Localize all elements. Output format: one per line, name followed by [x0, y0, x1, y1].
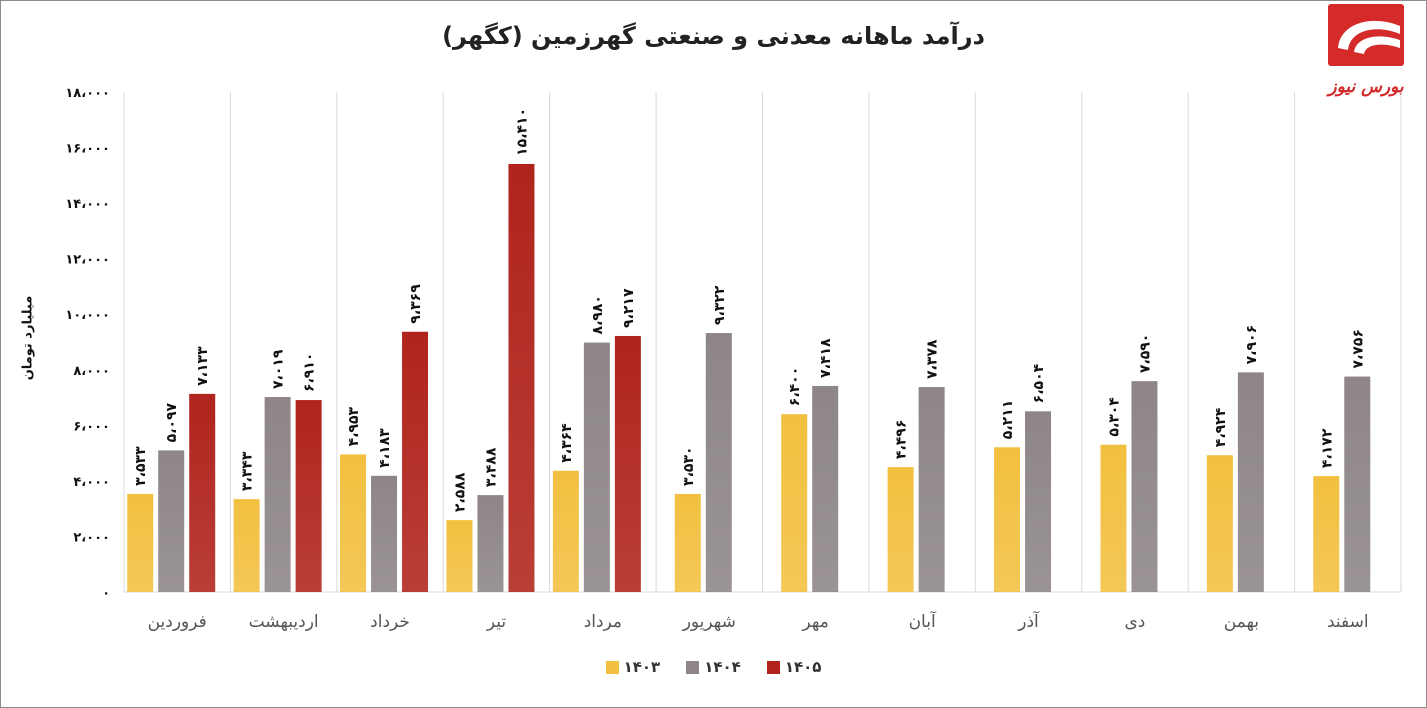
data-label: ۴،۹۲۴: [1213, 407, 1229, 447]
y-tick-label: ۴،۰۰۰: [73, 475, 110, 490]
y-tick-label: ۱۸،۰۰۰: [65, 86, 110, 101]
bar: [887, 467, 914, 592]
data-label: ۳،۳۴۳: [240, 451, 256, 491]
bar: [1237, 372, 1264, 592]
bar: [705, 333, 732, 592]
bar: [812, 385, 839, 592]
y-tick-label: ۰: [102, 586, 110, 601]
data-label: ۹،۲۱۷: [621, 288, 637, 328]
data-label: ۸،۹۸۰: [590, 295, 606, 335]
bar: [1131, 381, 1158, 592]
y-tick-label: ۱۶،۰۰۰: [65, 142, 110, 157]
data-label: ۹،۳۲۲: [712, 285, 728, 325]
legend-item: ۱۴۰۳: [605, 658, 661, 676]
data-label: ۷،۳۷۸: [925, 339, 941, 379]
x-tick-label: اسفند: [1327, 612, 1369, 632]
data-label: ۷،۰۱۹: [271, 349, 287, 389]
data-label: ۵،۲۱۱: [1000, 400, 1016, 440]
x-tick-label: آبان: [909, 610, 937, 632]
data-label: ۷،۷۵۶: [1350, 329, 1366, 369]
y-tick-label: ۱۰،۰۰۰: [65, 308, 110, 323]
data-label: ۴،۱۷۲: [1319, 428, 1335, 468]
data-label: ۵،۳۰۴: [1106, 397, 1122, 437]
bar: [1313, 476, 1340, 592]
data-label: ۷،۹۰۶: [1244, 325, 1260, 365]
logo-text: بورس نیوز: [1325, 77, 1404, 97]
bar: [508, 163, 535, 592]
bourse-news-logo: بورس نیوز: [1325, 4, 1404, 97]
data-label: ۱۵،۴۱۰: [514, 108, 530, 156]
data-label: ۶،۹۱۰: [302, 353, 318, 393]
chart-title: درآمد ماهانه معدنی و صنعتی گهرزمین (کگهر…: [442, 22, 985, 50]
logo-swoosh: [1338, 20, 1400, 50]
bar: [781, 414, 808, 592]
bar: [1025, 411, 1052, 592]
y-tick-label: ۱۲،۰۰۰: [65, 253, 110, 268]
data-label: ۴،۴۹۶: [894, 420, 910, 460]
legend-swatch: [766, 660, 780, 674]
x-tick-label: اردیبهشت: [249, 612, 319, 632]
data-label: ۴،۹۵۳: [346, 406, 362, 446]
bar: [189, 393, 216, 592]
data-label: ۵،۰۹۷: [164, 402, 180, 442]
data-label: ۹،۳۶۹: [408, 284, 424, 324]
data-label: ۳،۴۸۸: [483, 447, 499, 487]
bar: [127, 493, 154, 592]
legend-item: ۱۴۰۴: [686, 658, 741, 676]
legend-swatch: [686, 660, 700, 674]
x-tick-label: بهمن: [1224, 612, 1259, 632]
legend-item: ۱۴۰۵: [766, 658, 822, 676]
bar: [446, 520, 473, 592]
bar: [1344, 376, 1371, 592]
y-tick-label: ۶،۰۰۰: [73, 419, 110, 434]
legend: ۱۴۰۳ ۱۴۰۴ ۱۴۰۵: [0, 658, 1427, 676]
logo-swoosh-inner: [1354, 36, 1400, 54]
x-tick-label: فروردین: [148, 612, 207, 632]
y-tick-label: ۱۴،۰۰۰: [65, 197, 110, 212]
x-tick-label: تیر: [486, 612, 507, 632]
bar: [552, 470, 579, 592]
x-tick-label: خرداد: [370, 612, 410, 632]
bar: [371, 475, 398, 592]
logo-mark: [1328, 4, 1404, 66]
bar: [233, 499, 260, 592]
data-label: ۷،۵۹۰: [1137, 334, 1153, 374]
bar: [614, 335, 641, 592]
legend-swatch: [605, 660, 619, 674]
bar: [1100, 444, 1127, 592]
data-label: ۴،۳۶۴: [559, 423, 575, 463]
x-tick-label: شهریور: [682, 612, 736, 632]
bar: [1206, 455, 1233, 592]
bar: [674, 493, 701, 592]
data-label: ۷،۴۱۸: [818, 338, 834, 378]
y-tick-label: ۲،۰۰۰: [73, 530, 110, 545]
data-label: ۶،۴۰۰: [787, 367, 803, 407]
data-label: ۶،۵۰۴: [1031, 363, 1047, 403]
bar: [583, 342, 610, 592]
bar: [918, 387, 945, 592]
bar: [340, 454, 367, 592]
bar: [477, 495, 504, 592]
data-label: ۲،۵۸۸: [452, 472, 468, 512]
data-label: ۴،۱۸۳: [377, 428, 393, 468]
bar: [994, 447, 1021, 592]
x-tick-label: دی: [1125, 612, 1146, 632]
data-label: ۳،۵۳۰: [681, 446, 697, 486]
bar: [264, 397, 291, 592]
data-label: ۳،۵۳۳: [133, 446, 149, 486]
x-tick-label: مرداد: [584, 612, 622, 632]
x-tick-label: مهر: [802, 612, 829, 632]
bar: [158, 450, 185, 592]
legend-label: ۱۴۰۴: [704, 658, 741, 676]
data-label: ۷،۱۳۳: [195, 346, 211, 386]
x-tick-label: آذر: [1017, 610, 1040, 632]
legend-label: ۱۴۰۵: [784, 658, 822, 676]
bar: [295, 400, 322, 592]
y-tick-label: ۸،۰۰۰: [73, 364, 110, 379]
bar: [402, 331, 429, 592]
legend-label: ۱۴۰۳: [623, 658, 661, 676]
